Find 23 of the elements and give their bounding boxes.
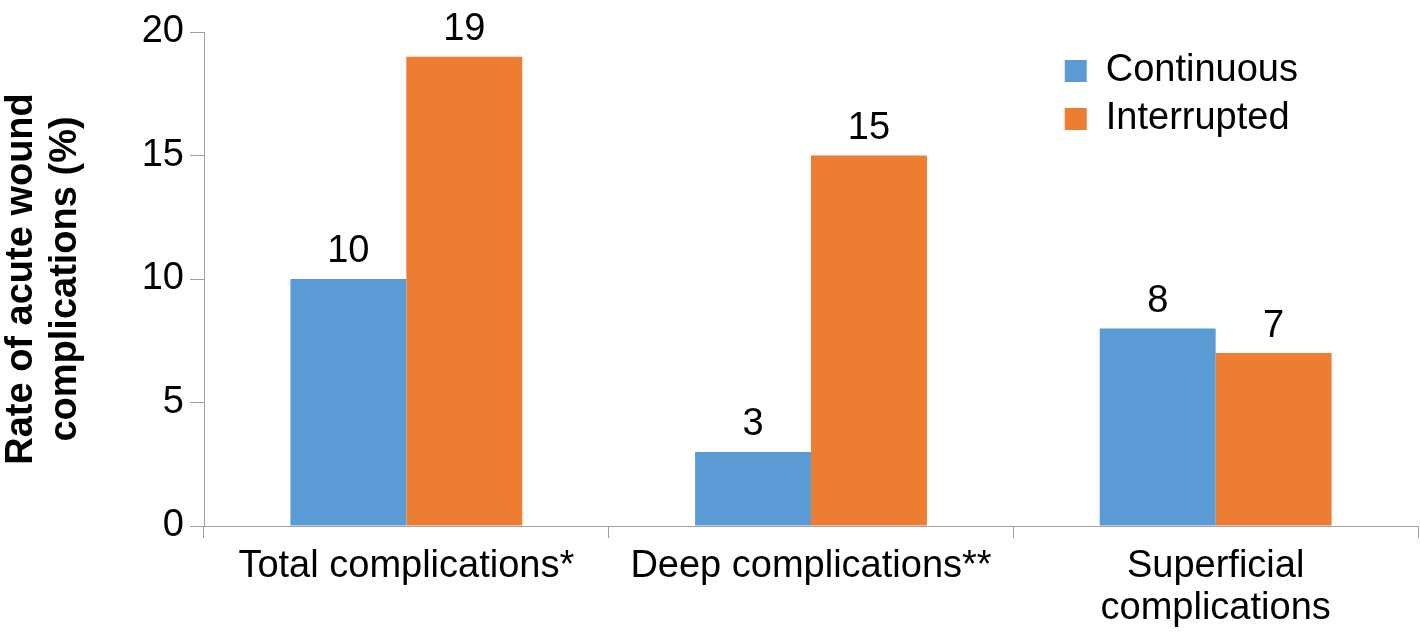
bar: [1215, 353, 1332, 526]
x-tick-label: Deep complications**: [630, 543, 992, 586]
bar: [1099, 328, 1216, 526]
y-axis-title: Rate of acute wound complications (%): [0, 93, 85, 465]
bar: [406, 56, 523, 526]
legend-label: Interrupted: [1105, 95, 1290, 138]
y-tick-label: 20: [141, 8, 184, 51]
data-label: 15: [847, 104, 891, 147]
y-tick-label: 0: [162, 502, 184, 545]
data-label: 3: [742, 401, 764, 444]
data-label: 7: [1263, 302, 1285, 345]
bar: [695, 451, 811, 526]
y-tick-label: 10: [141, 255, 184, 298]
bar: [811, 155, 927, 526]
x-tick-label: Superficial complications: [1100, 543, 1331, 628]
data-label: 19: [443, 6, 486, 49]
data-label: 10: [327, 228, 370, 271]
x-tick-label: Total complications*: [238, 543, 575, 586]
legend-label: Continuous: [1105, 47, 1298, 90]
y-tick-label: 15: [141, 131, 184, 174]
y-tick-label: 5: [162, 378, 184, 421]
data-label: 8: [1147, 277, 1169, 320]
bar: [290, 279, 407, 526]
